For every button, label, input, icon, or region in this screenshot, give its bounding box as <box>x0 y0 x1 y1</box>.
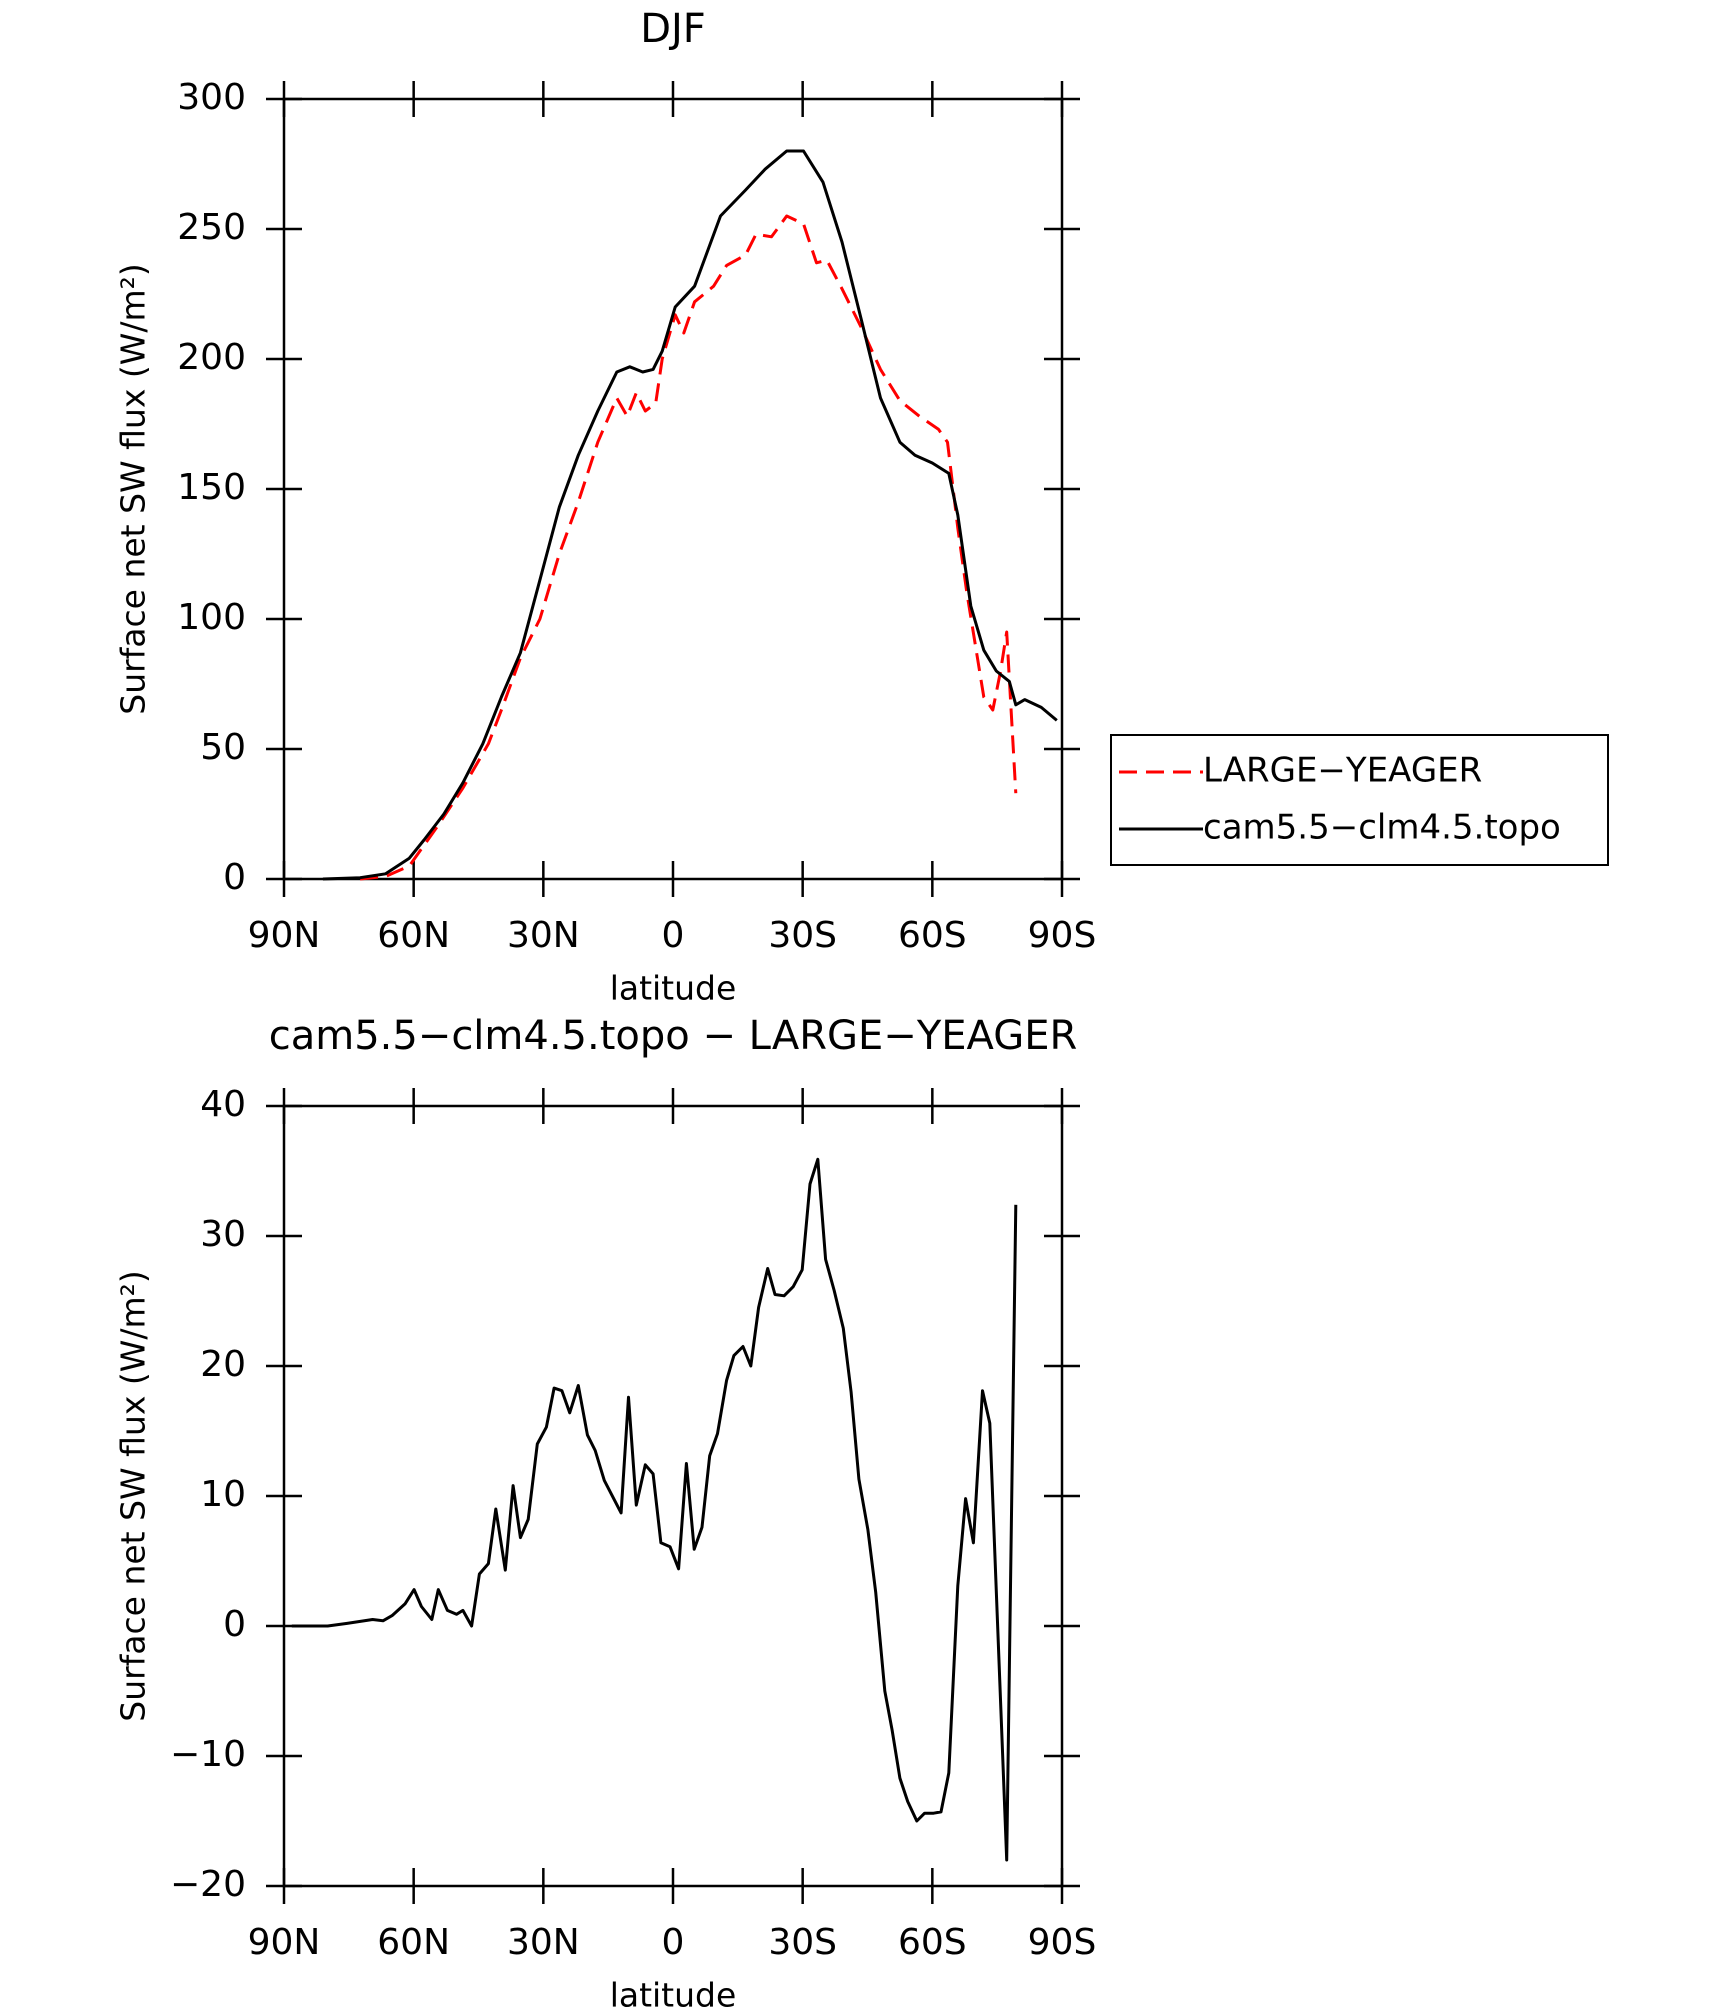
x-tick-label: 90N <box>248 915 321 956</box>
y-axis-label: Surface net SW flux (W/m²) <box>114 263 153 715</box>
x-tick-label: 30S <box>768 915 837 956</box>
y-tick-label: 40 <box>200 1084 246 1125</box>
x-tick-label: 60N <box>377 915 450 956</box>
data-line <box>322 149 1058 881</box>
legend-label: LARGE−YEAGER <box>1203 751 1482 791</box>
x-tick-label: 30S <box>768 1922 837 1963</box>
x-tick-label: 60S <box>898 915 967 956</box>
y-tick-label: 100 <box>177 597 246 638</box>
chart-title: DJF <box>640 6 706 52</box>
plot-frame <box>282 1104 1064 1888</box>
x-axis-label: latitude <box>610 969 737 1008</box>
y-tick-label: 250 <box>177 207 246 248</box>
y-tick-label: 30 <box>200 1214 246 1255</box>
y-tick-label: −10 <box>170 1734 246 1775</box>
y-tick-label: 0 <box>223 1604 246 1645</box>
x-tick-label: 60S <box>898 1922 967 1963</box>
plot-frame <box>282 97 1064 881</box>
y-tick-label: 200 <box>177 337 246 378</box>
x-tick-label: 90N <box>248 1922 321 1963</box>
y-tick-label: 50 <box>200 727 246 768</box>
data-line <box>359 214 1018 881</box>
x-tick-label: 90S <box>1028 1922 1097 1963</box>
x-tick-label: 30N <box>507 1922 580 1963</box>
x-tick-label: 90S <box>1028 915 1097 956</box>
x-tick-label: 0 <box>662 1922 685 1963</box>
legend-label: cam5.5−clm4.5.topo <box>1203 808 1561 848</box>
chart-title: cam5.5−clm4.5.topo − LARGE−YEAGER <box>269 1013 1078 1059</box>
y-tick-label: 0 <box>223 857 246 898</box>
x-tick-label: 30N <box>507 915 580 956</box>
data-line <box>291 1157 1018 1862</box>
y-tick-label: 20 <box>200 1344 246 1385</box>
y-axis-label: Surface net SW flux (W/m²) <box>114 1270 153 1722</box>
y-tick-label: 300 <box>177 77 246 118</box>
y-tick-label: −20 <box>170 1864 246 1905</box>
x-tick-label: 0 <box>662 915 685 956</box>
y-tick-label: 10 <box>200 1474 246 1515</box>
x-axis-label: latitude <box>610 1976 737 2010</box>
legend-box <box>1110 734 1609 866</box>
x-tick-label: 60N <box>377 1922 450 1963</box>
y-tick-label: 150 <box>177 467 246 508</box>
